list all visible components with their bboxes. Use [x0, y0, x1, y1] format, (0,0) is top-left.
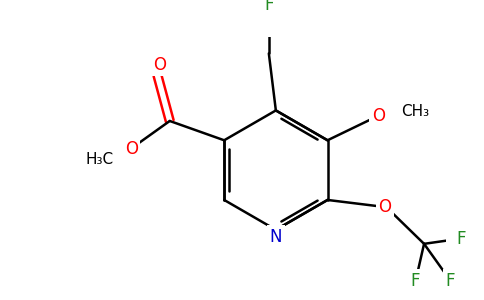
Text: F: F: [456, 230, 466, 247]
Text: N: N: [270, 228, 282, 246]
Text: O: O: [372, 107, 385, 125]
Text: O: O: [378, 198, 391, 216]
Text: F: F: [264, 0, 273, 14]
Text: O: O: [125, 140, 137, 158]
Text: F: F: [446, 272, 455, 290]
Text: O: O: [153, 56, 166, 74]
Text: CH₃: CH₃: [401, 104, 429, 119]
Text: H₃C: H₃C: [86, 152, 114, 167]
Text: F: F: [410, 272, 420, 290]
